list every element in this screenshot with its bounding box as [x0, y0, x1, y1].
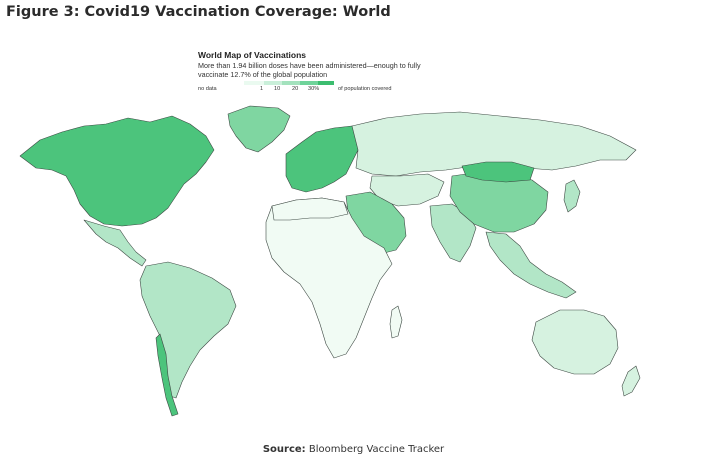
- source-label: Source:: [262, 444, 306, 455]
- legend-swatch-5: [318, 81, 334, 85]
- region-madagascar: [389, 305, 403, 339]
- map-title: World Map of Vaccinations: [198, 50, 306, 60]
- legend-swatch-2: [264, 81, 282, 85]
- region-japan: [563, 179, 581, 213]
- region-mexico: [83, 219, 147, 267]
- region-chile: [155, 333, 179, 417]
- figure-title: Figure 3: Covid19 Vaccination Coverage: …: [6, 4, 391, 20]
- world-map: [0, 96, 707, 426]
- legend-swatch-3: [282, 81, 300, 85]
- legend-unit-label: of population covered: [338, 86, 392, 92]
- region-north-africa: [271, 197, 349, 221]
- region-australia: [531, 309, 619, 375]
- legend-swatch-1: [244, 81, 264, 85]
- region-mongolia: [461, 161, 535, 183]
- map-legend: no data 1 10 20 30% of population covere…: [198, 80, 458, 96]
- legend-tick-1: 1: [260, 86, 264, 92]
- source-line: Source: Bloomberg Vaccine Tracker: [0, 444, 707, 455]
- region-north-america: [19, 115, 215, 227]
- region-south-america: [139, 261, 237, 399]
- region-southeast-asia: [485, 231, 577, 299]
- world-map-svg: [19, 105, 641, 417]
- legend-tick-10: 10: [274, 86, 281, 92]
- map-subtitle: More than 1.94 billion doses have been a…: [198, 61, 421, 79]
- region-new-zealand: [621, 365, 641, 397]
- source-text: Bloomberg Vaccine Tracker: [308, 444, 445, 455]
- region-russia: [351, 111, 637, 177]
- region-greenland: [227, 105, 291, 153]
- legend-tick-20: 20: [292, 86, 299, 92]
- region-europe: [285, 125, 363, 193]
- legend-no-data-label: no data: [198, 86, 217, 92]
- legend-tick-30: 30%: [308, 86, 320, 92]
- region-africa: [265, 197, 393, 359]
- legend-swatch-4: [300, 81, 318, 85]
- region-central-asia: [369, 173, 445, 207]
